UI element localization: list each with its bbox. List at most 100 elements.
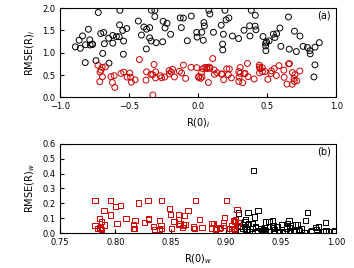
Point xyxy=(245,211,251,215)
Point xyxy=(312,63,318,67)
Point xyxy=(229,224,235,228)
Point xyxy=(87,38,93,42)
Point xyxy=(176,222,181,226)
Point xyxy=(153,70,159,74)
Point xyxy=(204,66,210,71)
Point xyxy=(150,93,156,97)
Point xyxy=(210,57,216,61)
Point xyxy=(183,76,188,80)
X-axis label: R(0)$_w$: R(0)$_w$ xyxy=(184,252,212,266)
Point xyxy=(199,225,205,229)
Point xyxy=(97,226,103,230)
Point xyxy=(233,218,238,222)
Point xyxy=(227,227,232,231)
Point xyxy=(98,31,104,36)
Point xyxy=(223,18,229,22)
Y-axis label: RMSE(R)$_i$: RMSE(R)$_i$ xyxy=(23,30,36,76)
Point xyxy=(194,30,200,35)
Point xyxy=(277,26,283,30)
Point xyxy=(217,227,222,231)
Point xyxy=(249,226,255,230)
Point xyxy=(271,226,276,230)
Point xyxy=(217,227,222,231)
Point xyxy=(171,220,177,224)
Point xyxy=(137,57,142,62)
Point xyxy=(269,218,275,222)
Point xyxy=(103,65,108,69)
Point xyxy=(292,73,298,77)
Point xyxy=(330,229,336,233)
Point xyxy=(234,207,240,212)
Point xyxy=(209,226,214,230)
Point xyxy=(218,23,224,27)
Point xyxy=(261,227,267,231)
Point xyxy=(244,227,250,231)
Point xyxy=(211,30,216,34)
Point xyxy=(236,69,242,74)
Point xyxy=(92,198,98,203)
Point xyxy=(241,28,247,32)
Point xyxy=(167,206,172,211)
Point xyxy=(141,25,147,29)
Point xyxy=(287,61,292,66)
Point xyxy=(80,34,85,38)
Point xyxy=(106,36,112,40)
Point xyxy=(212,72,217,76)
Point xyxy=(210,221,216,225)
Point xyxy=(152,227,157,232)
Point xyxy=(116,35,122,39)
Point xyxy=(263,44,268,48)
Point xyxy=(199,70,205,75)
Point xyxy=(192,198,198,203)
Point xyxy=(307,49,313,53)
Point xyxy=(243,217,249,222)
Point xyxy=(201,20,207,25)
Point xyxy=(291,228,296,232)
Point xyxy=(268,71,274,76)
Point xyxy=(247,229,252,233)
Point xyxy=(269,69,274,73)
Point xyxy=(308,230,314,234)
Point xyxy=(142,221,148,225)
Point xyxy=(194,35,200,39)
Point xyxy=(106,61,112,65)
Point xyxy=(152,8,158,12)
Point xyxy=(129,80,134,84)
Point xyxy=(294,222,300,226)
Point xyxy=(111,73,117,78)
Point xyxy=(242,225,248,229)
Point xyxy=(284,82,290,86)
Point xyxy=(242,71,248,76)
Point xyxy=(220,42,225,46)
Point xyxy=(181,16,186,20)
Point xyxy=(297,34,303,38)
Point xyxy=(225,73,231,77)
Point xyxy=(236,79,242,84)
Point xyxy=(320,230,326,234)
Point xyxy=(196,218,202,222)
Point xyxy=(236,211,242,215)
Point xyxy=(131,222,137,226)
Point xyxy=(232,219,238,224)
Point xyxy=(312,45,318,49)
Text: (a): (a) xyxy=(317,11,331,21)
Point xyxy=(108,213,114,217)
Point xyxy=(149,8,154,12)
Point xyxy=(252,224,258,228)
Point xyxy=(255,209,261,213)
Point xyxy=(162,75,167,79)
Point xyxy=(255,228,260,233)
Point xyxy=(131,226,137,231)
Point xyxy=(200,38,206,42)
Point xyxy=(258,228,264,232)
Point xyxy=(298,227,304,231)
Point xyxy=(102,42,107,46)
Point xyxy=(236,36,241,41)
Point xyxy=(101,208,107,213)
Point xyxy=(73,45,78,49)
Point xyxy=(90,42,95,47)
Point xyxy=(272,66,277,71)
Point xyxy=(100,51,105,55)
Point xyxy=(220,224,226,228)
Point xyxy=(99,75,105,79)
